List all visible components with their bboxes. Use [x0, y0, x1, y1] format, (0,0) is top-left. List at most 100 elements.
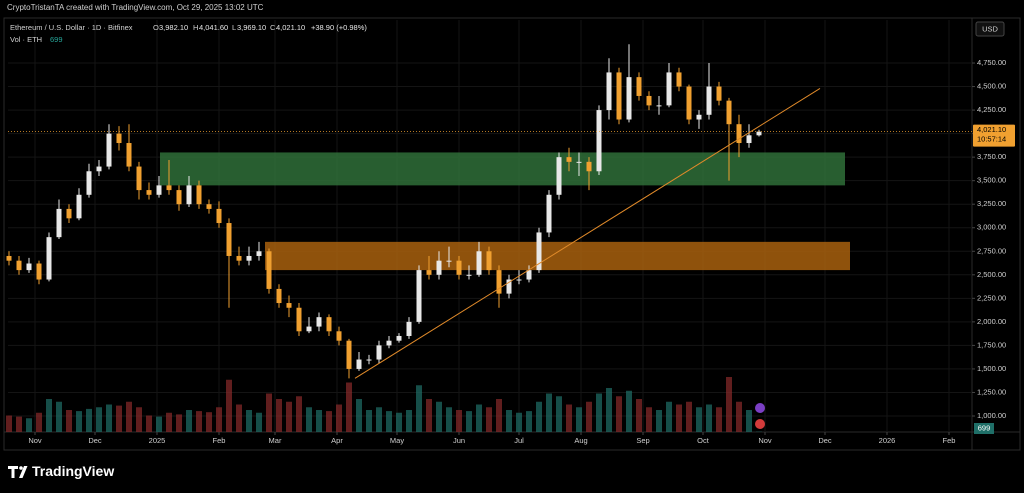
candle-body — [696, 114, 702, 120]
c-label: C — [270, 23, 276, 32]
candle-body — [666, 72, 672, 106]
volume-bar — [336, 404, 342, 432]
candle-body — [636, 77, 642, 96]
volume-bar — [586, 401, 592, 432]
candle-body — [86, 171, 92, 195]
credit: CryptoTristanTA created with TradingView… — [7, 3, 264, 12]
volume-bar — [496, 399, 502, 432]
y-tick-label: 1,000.00 — [977, 411, 1006, 420]
volume-bar — [616, 396, 622, 432]
volume-bar — [456, 410, 462, 432]
x-tick-label: Feb — [213, 436, 226, 445]
y-tick-label: 2,500.00 — [977, 270, 1006, 279]
candle-body — [506, 279, 512, 294]
y-tick-label: 4,250.00 — [977, 105, 1006, 114]
candle-body — [496, 270, 502, 294]
candle-body — [176, 190, 182, 205]
y-tick-label: 3,000.00 — [977, 223, 1006, 232]
volume-bar — [666, 401, 672, 432]
volume-bar — [126, 401, 132, 432]
volume-bar — [276, 399, 282, 432]
event-icon[interactable] — [755, 403, 765, 413]
volume-bar — [596, 393, 602, 432]
event-icon[interactable] — [755, 419, 765, 429]
volume-bar — [446, 407, 452, 432]
volume-bar — [136, 407, 142, 432]
volume-bar — [156, 416, 162, 432]
volume-bar — [146, 415, 152, 432]
volume-bar — [386, 411, 392, 432]
candle-body — [536, 232, 542, 271]
candle-body — [126, 143, 132, 167]
volume-bar — [116, 405, 122, 432]
y-tick-label: 1,250.00 — [977, 387, 1006, 396]
candle-body — [286, 303, 292, 308]
h-label: H — [193, 23, 198, 32]
candle-body — [306, 326, 312, 332]
candle-body — [166, 185, 172, 191]
x-tick-label: Nov — [758, 436, 772, 445]
last-price-box — [973, 124, 1015, 147]
y-tick-label: 3,250.00 — [977, 199, 1006, 208]
candle-body — [476, 251, 482, 275]
volume-bar — [96, 407, 102, 432]
candle-body — [156, 185, 162, 195]
candle-body — [586, 161, 592, 172]
low: 3,969.10 — [237, 23, 266, 32]
volume-bar — [306, 407, 312, 432]
vol-label: Vol · ETH — [10, 35, 42, 44]
volume-bar — [256, 412, 262, 432]
logo-dot — [19, 466, 23, 470]
plot — [6, 20, 972, 432]
candle-body — [626, 77, 632, 120]
candle-body — [386, 340, 392, 346]
volume-bar — [106, 404, 112, 432]
volume-bar — [486, 407, 492, 432]
volume-bar — [646, 407, 652, 432]
countdown: 10:57:14 — [977, 135, 1006, 144]
y-tick-label: 4,500.00 — [977, 82, 1006, 91]
candle-body — [746, 135, 752, 144]
volume-bar — [86, 408, 92, 432]
candle-body — [346, 340, 352, 369]
last-price-label: 4,021.10 — [977, 125, 1006, 134]
vol-value: 699 — [50, 35, 63, 44]
volume-bar — [536, 401, 542, 432]
candle-body — [326, 317, 332, 332]
candle-body — [646, 95, 652, 106]
x-tick-label: Mar — [269, 436, 282, 445]
volume-bar — [746, 410, 752, 432]
candle-body — [716, 86, 722, 101]
candle-body — [216, 208, 222, 224]
volume-bar — [176, 414, 182, 432]
candle-body — [356, 359, 362, 369]
volume-bar — [206, 412, 212, 432]
y-tick-label: 2,250.00 — [977, 293, 1006, 302]
x-tick-label: Dec — [88, 436, 102, 445]
trendline — [354, 88, 821, 379]
volume-bar — [406, 410, 412, 432]
candle-body — [686, 86, 692, 120]
candle-body — [406, 321, 412, 336]
y-tick-label: 1,500.00 — [977, 364, 1006, 373]
x-tick-label: 2026 — [879, 436, 896, 445]
volume-bar — [266, 393, 272, 432]
volume-bar — [376, 407, 382, 432]
candle-body — [246, 255, 252, 261]
change: +38.90 (+0.98%) — [311, 23, 367, 32]
candle-body — [186, 185, 192, 205]
x-tick-label: Jun — [453, 436, 465, 445]
currency-box[interactable] — [975, 21, 1005, 37]
candle-body — [756, 131, 762, 136]
currency[interactable]: USD — [982, 24, 998, 33]
volume-bar — [656, 410, 662, 432]
x-tick-label: Nov — [28, 436, 42, 445]
candle-body — [396, 335, 402, 341]
volume-bar — [546, 393, 552, 432]
volume-bar — [346, 382, 352, 432]
candle-body — [556, 157, 562, 195]
candle-body — [416, 270, 422, 322]
candle-body — [76, 194, 82, 219]
volume-bar — [516, 412, 522, 432]
